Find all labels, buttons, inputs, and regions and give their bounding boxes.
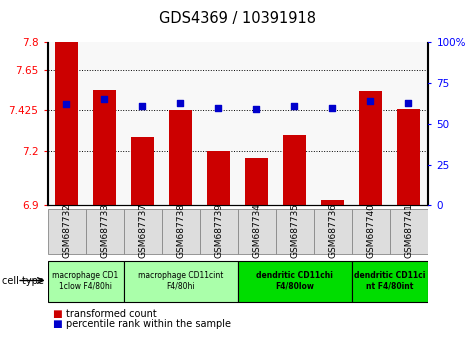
FancyBboxPatch shape [314, 209, 352, 254]
Text: GSM687737: GSM687737 [138, 204, 147, 258]
Bar [131, 137, 154, 205]
Bar [207, 151, 230, 205]
Text: GSM687738: GSM687738 [176, 204, 185, 258]
FancyBboxPatch shape [390, 209, 428, 254]
Bar [55, 42, 78, 205]
Point [329, 105, 336, 110]
Text: percentile rank within the sample: percentile rank within the sample [66, 319, 231, 329]
Text: GSM687735: GSM687735 [290, 204, 299, 258]
Text: GDS4369 / 10391918: GDS4369 / 10391918 [159, 11, 316, 25]
FancyBboxPatch shape [276, 209, 314, 254]
Text: transformed count: transformed count [66, 309, 157, 319]
Text: GSM687741: GSM687741 [404, 204, 413, 258]
Text: GSM687732: GSM687732 [62, 204, 71, 258]
Bar [397, 109, 420, 205]
FancyBboxPatch shape [238, 261, 352, 302]
Text: ■: ■ [52, 319, 62, 329]
Point [253, 107, 260, 112]
Point [63, 102, 70, 107]
FancyBboxPatch shape [48, 261, 124, 302]
Point [101, 97, 108, 102]
FancyBboxPatch shape [200, 209, 238, 254]
Bar [321, 200, 344, 205]
Bar [93, 90, 116, 205]
Text: GSM687734: GSM687734 [252, 204, 261, 258]
Point [139, 103, 146, 109]
Text: dendritic CD11ci
nt F4/80int: dendritic CD11ci nt F4/80int [354, 271, 425, 290]
Bar [283, 135, 306, 205]
FancyBboxPatch shape [352, 261, 428, 302]
Bar [359, 91, 382, 205]
Text: macrophage CD1
1clow F4/80hi: macrophage CD1 1clow F4/80hi [52, 271, 119, 290]
Text: ■: ■ [52, 309, 62, 319]
FancyBboxPatch shape [48, 209, 86, 254]
Text: GSM687740: GSM687740 [366, 204, 375, 258]
FancyBboxPatch shape [162, 209, 199, 254]
FancyBboxPatch shape [124, 209, 162, 254]
Text: GSM687736: GSM687736 [328, 204, 337, 258]
Text: dendritic CD11chi
F4/80low: dendritic CD11chi F4/80low [256, 271, 333, 290]
FancyBboxPatch shape [86, 209, 124, 254]
Point [367, 98, 374, 104]
Point [405, 100, 412, 105]
Text: macrophage CD11cint
F4/80hi: macrophage CD11cint F4/80hi [138, 271, 223, 290]
FancyBboxPatch shape [124, 261, 238, 302]
Text: cell type: cell type [2, 276, 44, 286]
Text: GSM687733: GSM687733 [100, 204, 109, 258]
Point [177, 100, 184, 105]
Bar [245, 158, 268, 205]
Text: GSM687739: GSM687739 [214, 204, 223, 258]
Point [215, 105, 222, 110]
FancyBboxPatch shape [352, 209, 390, 254]
Point [291, 103, 298, 109]
FancyBboxPatch shape [238, 209, 276, 254]
Bar [169, 110, 192, 205]
